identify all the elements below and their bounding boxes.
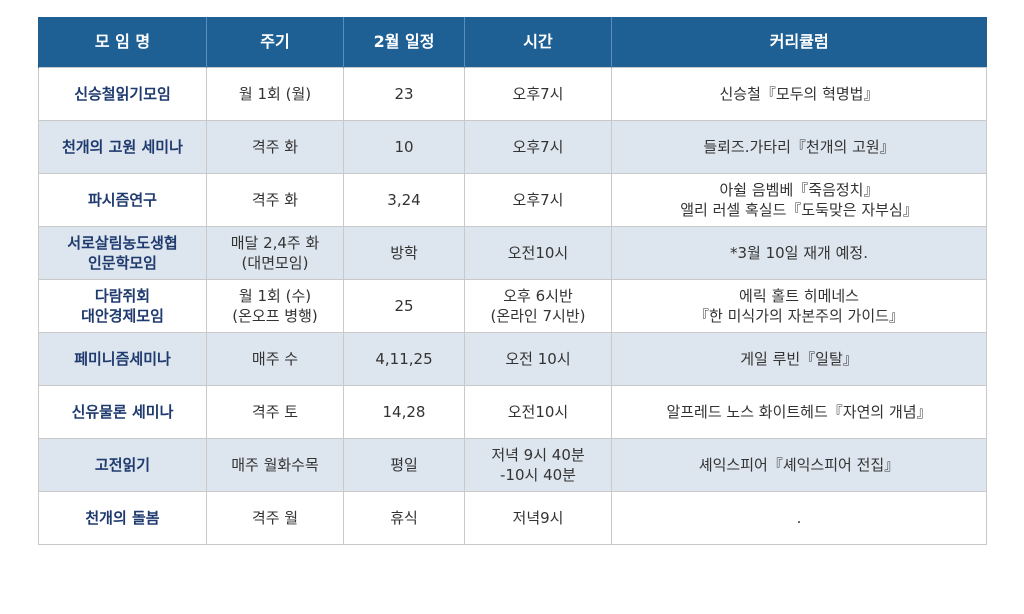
curriculum-cell: 게일 루빈『일탈』 [611, 332, 987, 386]
time-cell: 오전10시 [464, 385, 612, 439]
cycle-cell: 매주 수 [206, 332, 344, 386]
table-row: 서로살림농도생협 인문학모임 매달 2,4주 화 (대면모임) 방학 오전10시… [38, 226, 987, 280]
feb-schedule-cell: 14,28 [343, 385, 465, 439]
cycle-cell: 격주 화 [206, 173, 344, 227]
curriculum-cell: . [611, 491, 987, 545]
group-name-cell: 고전읽기 [38, 438, 207, 492]
feb-schedule-cell: 방학 [343, 226, 465, 280]
cycle-cell: 격주 토 [206, 385, 344, 439]
group-name-cell: 다람쥐회 대안경제모임 [38, 279, 207, 333]
header-row: 모 임 명 주기 2월 일정 시간 커리큘럼 [38, 17, 987, 68]
time-cell: 오후7시 [464, 173, 612, 227]
group-name-cell: 파시즘연구 [38, 173, 207, 227]
group-name-cell: 서로살림농도생협 인문학모임 [38, 226, 207, 280]
study-group-schedule-table: 모 임 명 주기 2월 일정 시간 커리큘럼 신승철읽기모임 월 1회 (월) … [38, 17, 987, 545]
table-row: 천개의 돌봄 격주 월 휴식 저녁9시 . [38, 491, 987, 545]
time-cell: 저녁 9시 40분 -10시 40분 [464, 438, 612, 492]
header-cycle: 주기 [206, 17, 344, 68]
time-cell: 저녁9시 [464, 491, 612, 545]
group-name-cell: 천개의 돌봄 [38, 491, 207, 545]
curriculum-cell: 신승철『모두의 혁명법』 [611, 67, 987, 121]
table-header: 모 임 명 주기 2월 일정 시간 커리큘럼 [38, 17, 987, 68]
time-cell: 오후7시 [464, 67, 612, 121]
curriculum-cell: 알프레드 노스 화이트헤드『자연의 개념』 [611, 385, 987, 439]
feb-schedule-cell: 평일 [343, 438, 465, 492]
curriculum-cell: 에릭 홀트 히메네스 『한 미식가의 자본주의 가이드』 [611, 279, 987, 333]
cycle-cell: 격주 월 [206, 491, 344, 545]
table-row: 파시즘연구 격주 화 3,24 오후7시 아쉴 음벰베『죽음정치』 앨리 러셀 … [38, 173, 987, 227]
group-name-cell: 신승철읽기모임 [38, 67, 207, 121]
group-name-cell: 신유물론 세미나 [38, 385, 207, 439]
table-row: 신유물론 세미나 격주 토 14,28 오전10시 알프레드 노스 화이트헤드『… [38, 385, 987, 439]
table-row: 다람쥐회 대안경제모임 월 1회 (수) (온오프 병행) 25 오후 6시반 … [38, 279, 987, 333]
cycle-cell: 매주 월화수목 [206, 438, 344, 492]
time-cell: 오후7시 [464, 120, 612, 174]
header-time: 시간 [464, 17, 612, 68]
cycle-cell: 월 1회 (월) [206, 67, 344, 121]
group-name-cell: 천개의 고원 세미나 [38, 120, 207, 174]
time-cell: 오후 6시반 (온라인 7시반) [464, 279, 612, 333]
curriculum-cell: *3월 10일 재개 예정. [611, 226, 987, 280]
cycle-cell: 월 1회 (수) (온오프 병행) [206, 279, 344, 333]
feb-schedule-cell: 4,11,25 [343, 332, 465, 386]
time-cell: 오전10시 [464, 226, 612, 280]
header-group-name: 모 임 명 [38, 17, 207, 68]
curriculum-cell: 셰익스피어『셰익스피어 전집』 [611, 438, 987, 492]
table-row: 고전읽기 매주 월화수목 평일 저녁 9시 40분 -10시 40분 셰익스피어… [38, 438, 987, 492]
feb-schedule-cell: 휴식 [343, 491, 465, 545]
feb-schedule-cell: 25 [343, 279, 465, 333]
table-row: 페미니즘세미나 매주 수 4,11,25 오전 10시 게일 루빈『일탈』 [38, 332, 987, 386]
cycle-cell: 매달 2,4주 화 (대면모임) [206, 226, 344, 280]
table-row: 천개의 고원 세미나 격주 화 10 오후7시 들뢰즈.가타리『천개의 고원』 [38, 120, 987, 174]
table-body: 신승철읽기모임 월 1회 (월) 23 오후7시 신승철『모두의 혁명법』 천개… [38, 67, 987, 545]
header-feb-schedule: 2월 일정 [343, 17, 465, 68]
table-row: 신승철읽기모임 월 1회 (월) 23 오후7시 신승철『모두의 혁명법』 [38, 67, 987, 121]
cycle-cell: 격주 화 [206, 120, 344, 174]
curriculum-cell: 들뢰즈.가타리『천개의 고원』 [611, 120, 987, 174]
feb-schedule-cell: 23 [343, 67, 465, 121]
group-name-cell: 페미니즘세미나 [38, 332, 207, 386]
curriculum-cell: 아쉴 음벰베『죽음정치』 앨리 러셀 혹실드『도둑맞은 자부심』 [611, 173, 987, 227]
header-curriculum: 커리큘럼 [611, 17, 987, 68]
feb-schedule-cell: 3,24 [343, 173, 465, 227]
time-cell: 오전 10시 [464, 332, 612, 386]
feb-schedule-cell: 10 [343, 120, 465, 174]
